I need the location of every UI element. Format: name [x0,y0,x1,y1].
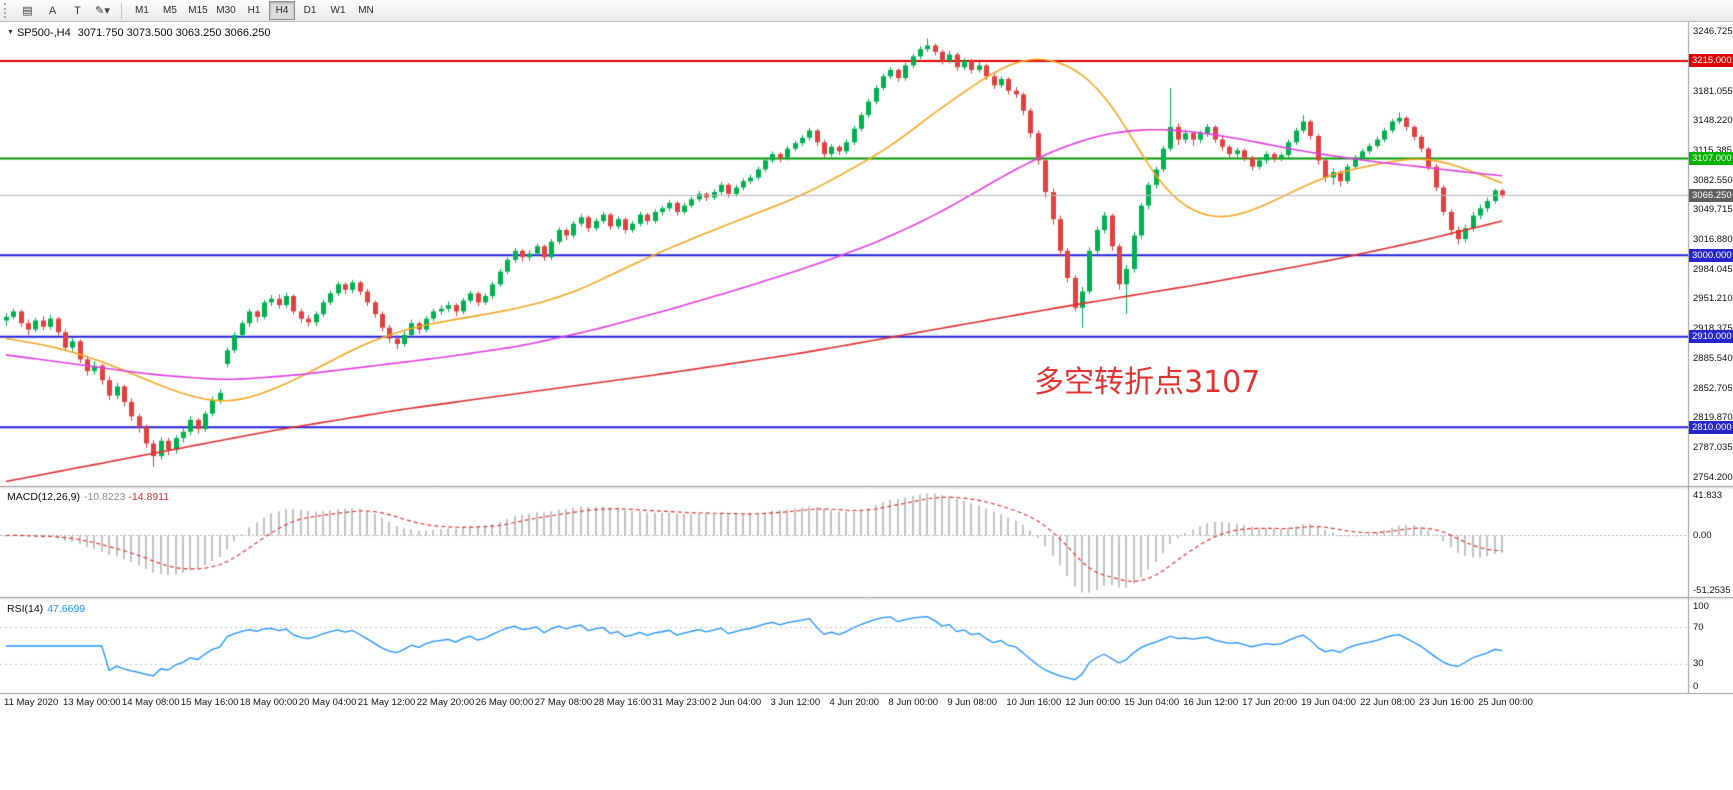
time-label: 22 Jun 08:00 [1360,697,1416,708]
rsi-scale-0: 0 [1693,681,1699,692]
rsi-title: RSI(14) [7,603,44,615]
level-badge-3215.000: 3215.000 [1689,54,1733,68]
timeframe-button-m15[interactable]: M15 [188,5,208,16]
time-label: 15 May 16:00 [180,697,239,708]
price-tick-label: 3181.055 [1693,85,1733,97]
price-tick-label: 3049.715 [1693,204,1733,216]
price-tick-label: 2754.200 [1693,471,1733,483]
tool-buttons: ▤ A T ✎▾ [15,1,115,21]
price-tick-label: 3082.550 [1693,174,1733,186]
chart-header: ▼ SP500-,H4 3071.750 3073.500 3063.250 306… [7,27,270,39]
toolbar: ▤ A T ✎▾ M1 M5 M15 M30 H1 H4 D1 W1 MN [0,0,1733,22]
toolbar-grip[interactable] [4,3,10,18]
time-label: 31 May 23:00 [652,697,711,708]
timeframe-button-h4[interactable]: H4 [269,1,295,20]
macd-signal-value: -14.8911 [128,491,170,503]
price-tick-label: 3115.385 [1693,144,1732,156]
rsi-value: 47.6699 [47,603,86,615]
rsi-scale-70: 70 [1693,621,1704,633]
time-label: 21 May 12:00 [357,697,416,708]
price-tick-label: 2885.540 [1693,352,1733,364]
time-label: 25 Jun 00:00 [1478,697,1533,708]
timeframe-button-m5[interactable]: M5 [163,5,177,16]
time-label: 19 Jun 04:00 [1301,697,1357,708]
macd-title: MACD(12,26,9) [7,491,80,503]
macd-main-value: -10.8223 [83,491,126,503]
price-tick-label: 2918.375 [1693,323,1733,335]
rsi-header: RSI(14) 47.6699 [7,603,85,615]
macd-header: MACD(12,26,9) -10.8223 -14.8911 [7,491,169,503]
time-label: 20 May 04:00 [298,697,357,708]
timeframe-button-w1[interactable]: W1 [330,5,346,16]
level-badge-3000.000: 3000.000 [1689,248,1733,262]
timeframe-buttons: M1 M5 M15 M30 H1 H4 D1 W1 MN [128,1,380,20]
time-label: 13 May 00:00 [62,697,121,708]
time-label: 3 Jun 12:00 [770,697,821,708]
toolbar-separator [121,2,122,19]
price-tick-label: 2787.035 [1693,441,1733,453]
time-label: 8 Jun 00:00 [888,697,939,708]
ohlc-values: 3071.750 3073.500 3063.250 3066.250 [77,27,271,39]
timeframe-button-m1[interactable]: M1 [135,5,149,16]
time-label: 2 Jun 04:00 [711,697,762,708]
time-label: 18 May 00:00 [239,697,298,708]
type-tool-icon[interactable]: T [74,4,81,17]
symbol-timeframe-label: SP500-,H4 [16,27,71,39]
time-label: 12 Jun 00:00 [1065,697,1121,708]
price-tick-label: 3148.220 [1693,115,1733,127]
rsi-scale-30: 30 [1693,658,1704,670]
price-tick-label: 3246.725 [1693,26,1733,38]
level-badge-3107.000: 3107.000 [1689,152,1733,166]
level-badge-2810.000: 2810.000 [1689,420,1733,434]
time-label: 9 Jun 08:00 [947,697,998,708]
price-tick-label: 2984.045 [1693,263,1733,275]
chart-annotation: 多空转折点3107 [1034,365,1261,400]
draw-tool-dropdown-icon[interactable]: ✎▾ [95,5,110,17]
timeframe-button-mn[interactable]: MN [358,5,374,16]
time-label: 11 May 2020 [4,697,59,708]
time-label: 16 Jun 12:00 [1183,697,1239,708]
time-label: 15 Jun 04:00 [1124,697,1180,708]
timeframe-button-m30[interactable]: M30 [216,5,236,16]
time-label: 10 Jun 16:00 [1006,697,1062,708]
price-tick-label: 2852.705 [1693,382,1733,394]
time-label: 17 Jun 20:00 [1242,697,1298,708]
price-tick-label: 2819.870 [1693,412,1733,424]
timeframe-button-h1[interactable]: H1 [247,5,261,16]
chevron-down-icon[interactable]: ▼ [7,29,14,36]
macd-scale-max: 41.833 [1693,490,1723,501]
macd-scale-zero: 0.00 [1693,529,1712,541]
time-label: 22 May 20:00 [416,697,475,708]
time-label: 26 May 00:00 [475,697,534,708]
time-label: 14 May 08:00 [121,697,180,708]
price-tick-label: 2951.210 [1693,293,1733,305]
time-label: 28 May 16:00 [593,697,652,708]
current-price-badge: 3066.250 [1689,188,1733,202]
time-label: 27 May 08:00 [534,697,593,708]
timeframe-button-d1[interactable]: D1 [303,5,317,16]
chart-window-icon[interactable]: ▤ [22,5,33,17]
text-label-tool-icon[interactable]: A [48,4,57,17]
time-label: 4 Jun 20:00 [829,697,880,708]
level-badge-2910.000: 2910.000 [1689,330,1733,344]
rsi-scale-100: 100 [1693,601,1709,612]
price-tick-label: 3016.880 [1693,234,1733,246]
time-label: 23 Jun 16:00 [1419,697,1474,708]
macd-scale-min: -51.2535 [1693,585,1731,596]
